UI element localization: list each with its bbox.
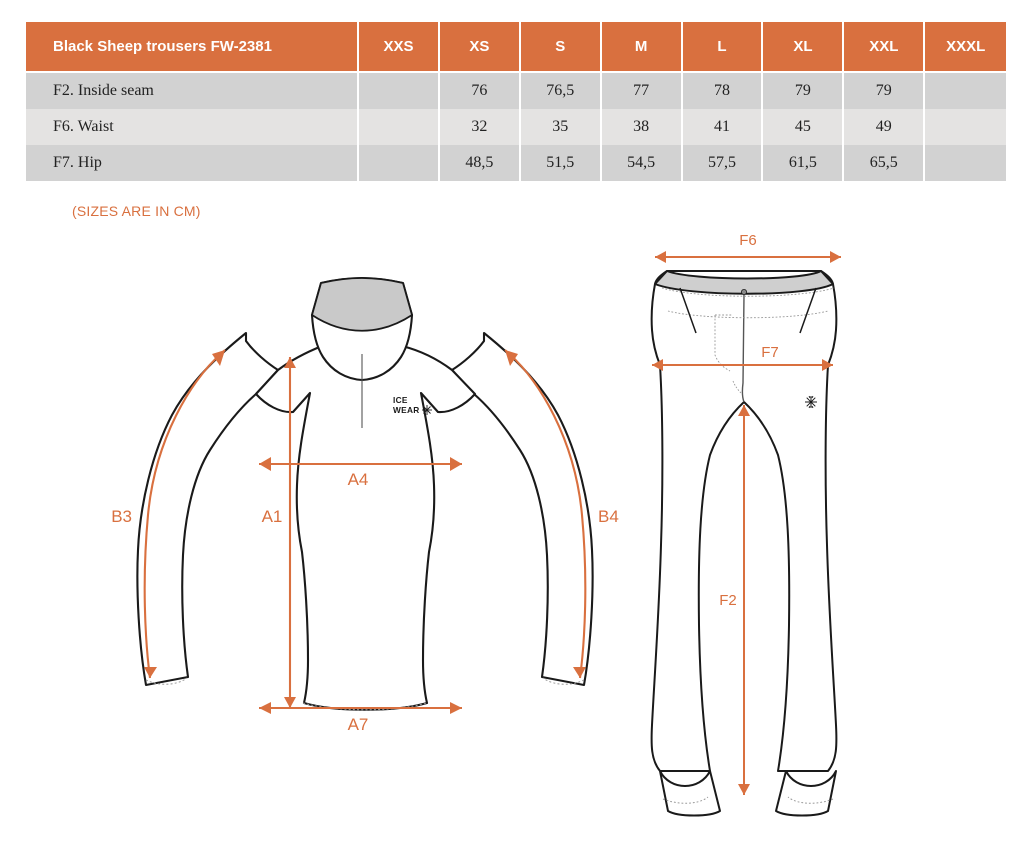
svg-text:ICE: ICE <box>393 395 408 405</box>
svg-text:A7: A7 <box>348 715 369 734</box>
svg-text:A1: A1 <box>262 507 283 526</box>
svg-text:B3: B3 <box>111 507 132 526</box>
svg-text:F2: F2 <box>719 592 737 609</box>
svg-text:B4: B4 <box>598 507 619 526</box>
svg-text:WEAR: WEAR <box>393 405 420 415</box>
svg-text:F7: F7 <box>761 344 779 361</box>
svg-text:A4: A4 <box>348 470 369 489</box>
svg-text:F6: F6 <box>739 232 757 249</box>
